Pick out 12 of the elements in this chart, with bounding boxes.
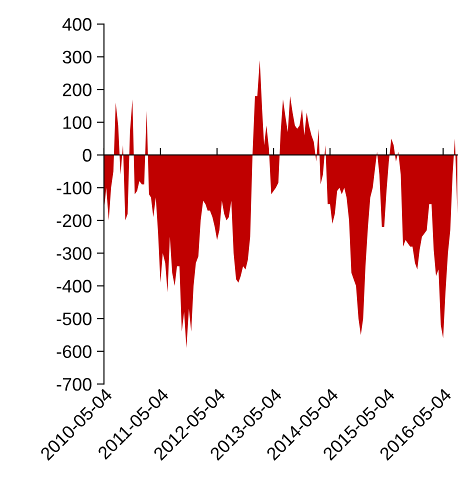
y-tick-label: -600 (56, 345, 92, 358)
y-tick-label: -500 (56, 312, 92, 326)
y-tick-label: 0 (82, 148, 92, 162)
y-tick-label: 400 (62, 18, 92, 31)
y-tick-label: -300 (56, 247, 92, 260)
y-tick-label: 300 (62, 50, 92, 64)
y-tick-label: -100 (56, 182, 92, 194)
y-tick-label: -200 (56, 214, 92, 228)
y-tick-label: 100 (63, 116, 92, 129)
y-tick-label: -400 (56, 280, 92, 293)
y-tick-label: 200 (62, 83, 92, 96)
y-tick-label: -700 (56, 378, 92, 391)
